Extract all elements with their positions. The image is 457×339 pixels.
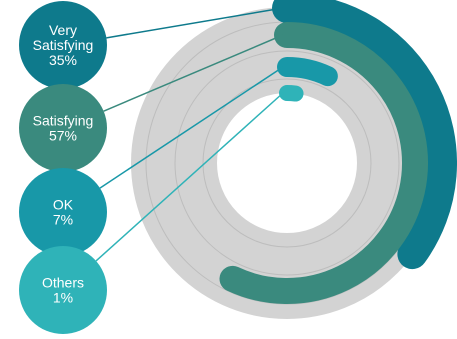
value-label-satisfying: 57% xyxy=(49,128,77,144)
connector-very-satisfying xyxy=(106,7,284,39)
series-label-ok: OK xyxy=(53,197,74,213)
label-bubble-satisfying xyxy=(19,84,107,172)
background-track xyxy=(131,7,443,319)
connector-ok xyxy=(99,66,284,189)
connector-others xyxy=(95,92,284,262)
connector-satisfying xyxy=(103,34,284,112)
grid-ring-3 xyxy=(202,78,372,248)
value-label-others: 1% xyxy=(53,290,73,306)
value-label-very-satisfying: 35% xyxy=(49,52,77,68)
label-bubble-ok xyxy=(19,168,107,256)
bar-others xyxy=(279,84,304,102)
series-label-satisfying: Satisfying xyxy=(33,113,94,129)
value-label-ok: 7% xyxy=(53,212,73,228)
label-bubble-others xyxy=(19,246,107,334)
series-label-very-satisfying: Satisfying xyxy=(33,37,94,53)
bar-satisfying xyxy=(219,22,428,304)
series-label-others: Others xyxy=(42,275,84,291)
series-label-very-satisfying: Very xyxy=(49,22,77,38)
bar-very-satisfying xyxy=(272,0,457,270)
label-bubble-very-satisfying xyxy=(19,1,107,89)
bar-ok xyxy=(277,57,338,87)
grid-ring-2 xyxy=(174,50,400,276)
